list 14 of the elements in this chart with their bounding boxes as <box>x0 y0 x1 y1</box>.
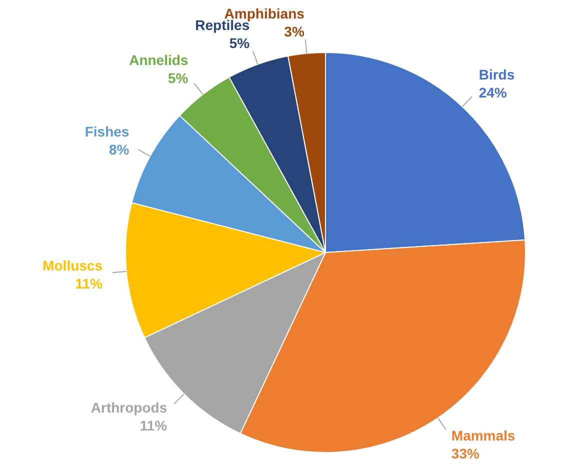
data-label: 3% <box>284 24 305 40</box>
slice-label: Fishes <box>84 124 130 140</box>
slice-label: Molluscs <box>42 257 103 274</box>
data-label: 8% <box>108 142 130 158</box>
data-label: 5% <box>229 35 250 52</box>
data-label: 11% <box>140 418 168 434</box>
slice-label: Birds <box>478 66 515 82</box>
slice-label: Arthropods <box>90 400 168 416</box>
slice-label: Annelids <box>129 52 188 68</box>
data-label: 24% <box>478 84 508 100</box>
data-label: 11% <box>75 275 104 292</box>
slice-label: Mammals <box>451 427 516 444</box>
data-label: 33% <box>451 445 480 462</box>
data-label: 5% <box>168 70 189 86</box>
